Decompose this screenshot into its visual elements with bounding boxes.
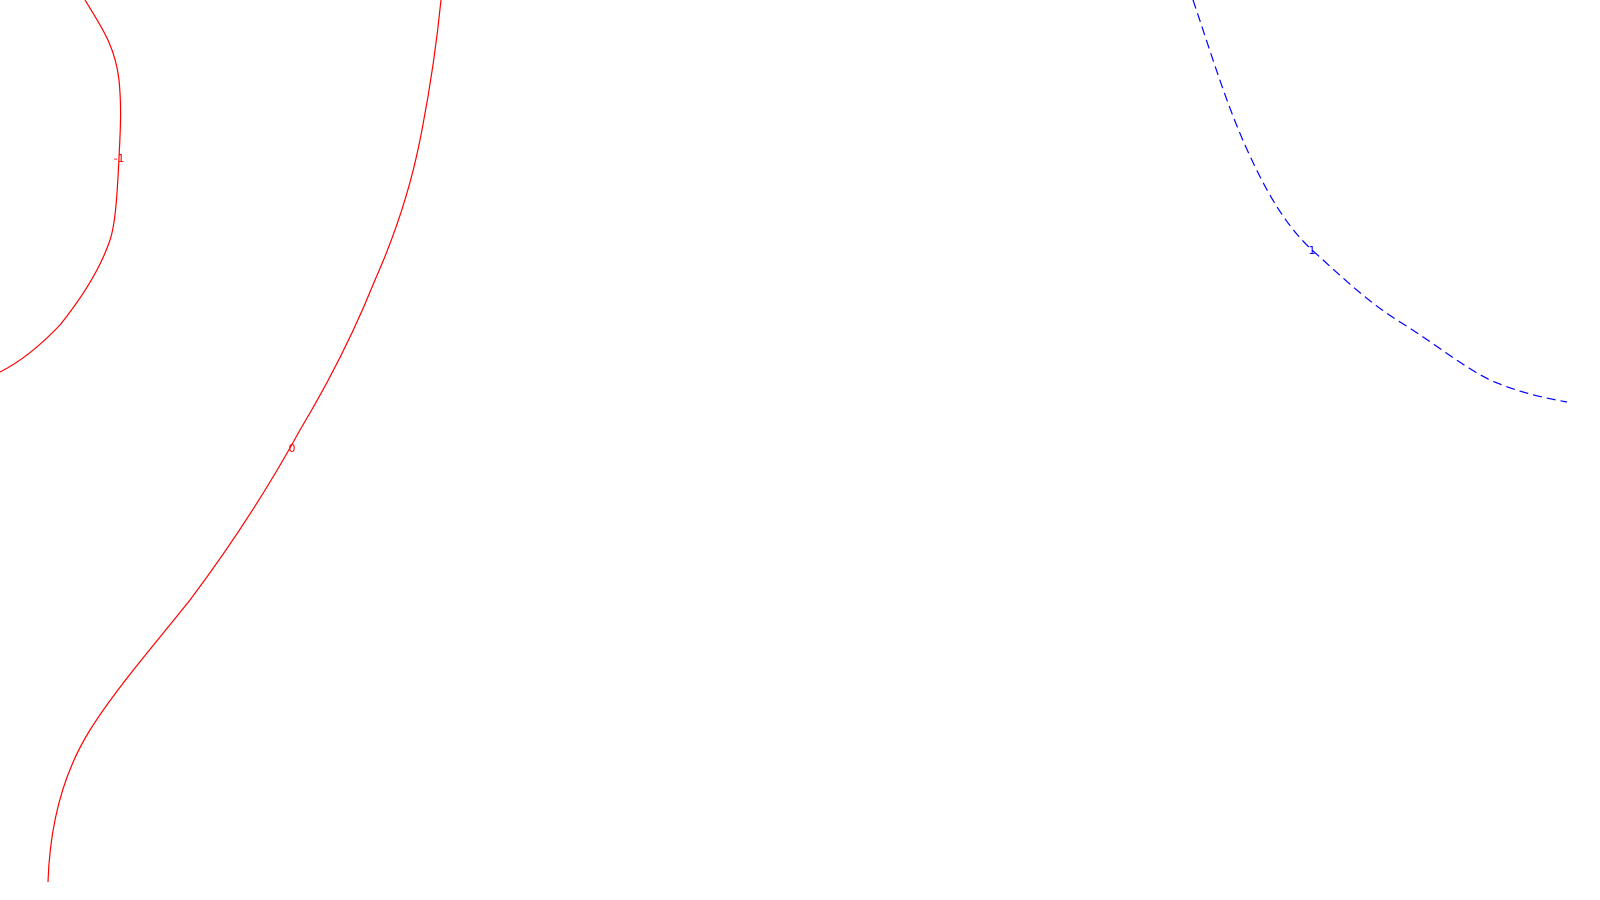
contour-label-0: 0 xyxy=(289,442,296,455)
contour-label-minus-1: -1 xyxy=(114,152,125,165)
contour-line-minus-1 xyxy=(0,0,122,373)
contour-label-1: 1 xyxy=(1309,244,1316,257)
contour-line-1 xyxy=(1192,0,1568,403)
contour-line-0 xyxy=(47,0,442,883)
